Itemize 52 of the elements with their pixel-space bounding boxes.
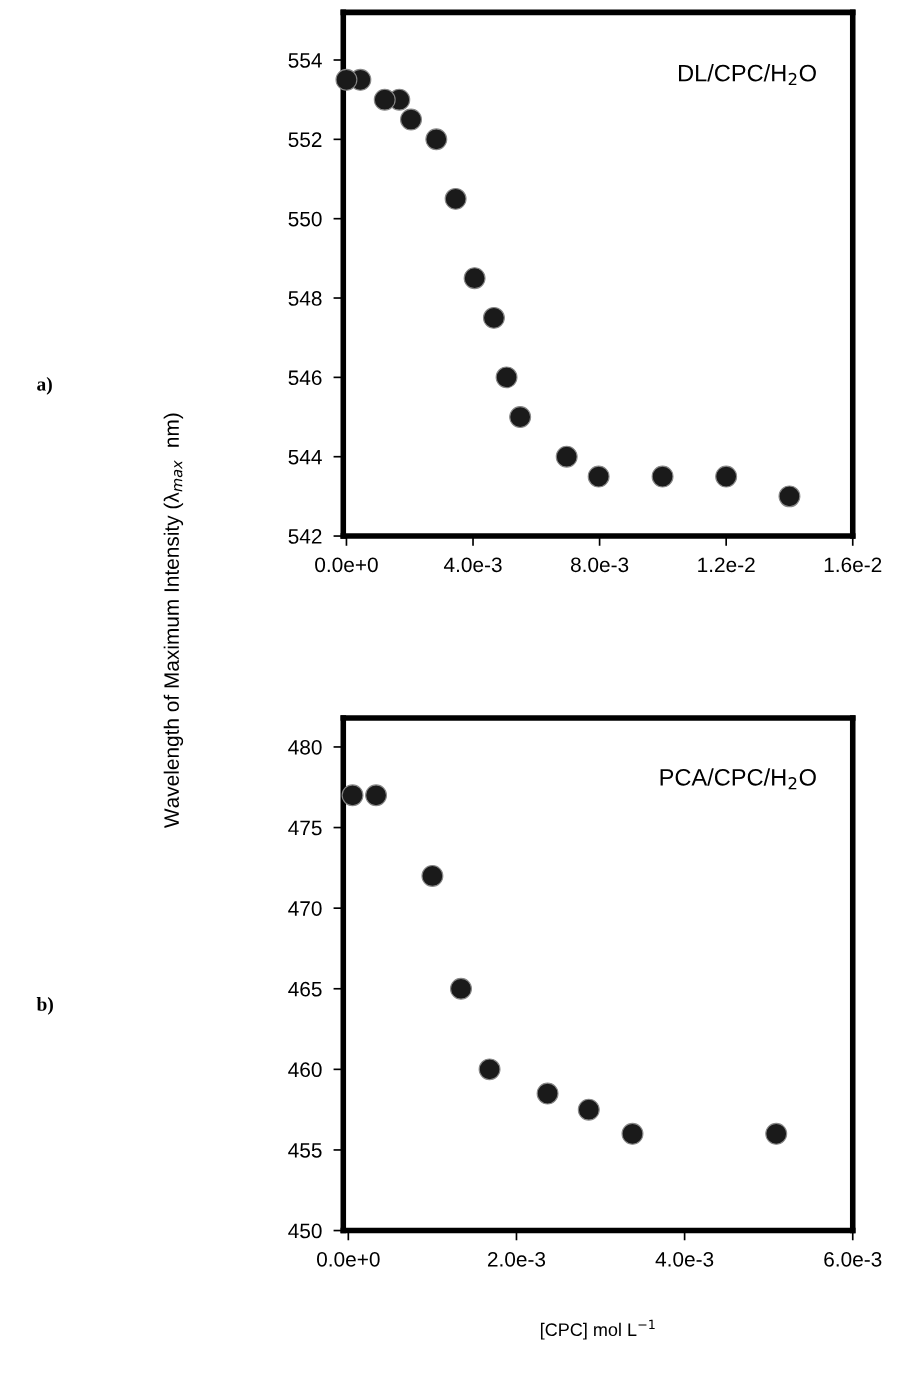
- point: [450, 977, 472, 1000]
- x-tick-label: 4.0e-3: [655, 1251, 714, 1267]
- point: [651, 465, 674, 488]
- point: [478, 1058, 501, 1081]
- point: [778, 485, 801, 508]
- y-tick-label: 470: [288, 901, 322, 916]
- point: [463, 267, 486, 290]
- point: [621, 1122, 644, 1145]
- point: [482, 306, 505, 329]
- x-tick-label: 8.0e-3: [570, 557, 629, 573]
- point: [509, 406, 532, 429]
- x-tick-label: 0.0e+0: [317, 1251, 380, 1267]
- y-tick-label: 554: [288, 53, 322, 68]
- y-tick-label: 460: [288, 1062, 322, 1078]
- x-tick-label: 1.2e-2: [698, 557, 755, 573]
- point: [587, 465, 610, 488]
- y-axis-title: Wavelength of Maximum Intensity (λ$_{max}$ nm): [163, 413, 184, 828]
- x-tick-label: 2.0e-3: [487, 1251, 546, 1267]
- text: a): [37, 377, 52, 395]
- point: [715, 465, 738, 488]
- point: [400, 108, 422, 131]
- y-tick-label: 542: [288, 529, 322, 544]
- x-tick-label: 4.0e-3: [443, 557, 502, 573]
- y-tick-label: 475: [288, 820, 322, 836]
- y-tick-label: 450: [288, 1223, 322, 1239]
- x-axis-title: [CPC] mol L$^{−1}$: [540, 1319, 655, 1340]
- point: [495, 366, 518, 389]
- annotation: PCA/CPC/H$_{2}$O: [660, 768, 816, 790]
- y-tick-label: 548: [288, 291, 322, 306]
- point: [373, 88, 396, 111]
- y-tick-label: 465: [288, 981, 322, 997]
- y-tick-label: 546: [288, 370, 322, 386]
- y-tick-label: 455: [288, 1143, 322, 1158]
- x-tick-label: 0.0e+0: [315, 557, 378, 573]
- point: [425, 128, 448, 151]
- x-tick-label: 1.6e-2: [824, 557, 882, 573]
- point: [555, 445, 578, 468]
- point: [536, 1082, 559, 1105]
- point: [765, 1122, 788, 1145]
- point: [365, 784, 388, 807]
- point: [335, 68, 358, 91]
- x-tick-label: 6.0e-3: [824, 1251, 882, 1267]
- annotation: DL/CPC/H$_{2}$O: [679, 64, 816, 86]
- point: [421, 864, 444, 887]
- point: [577, 1098, 600, 1121]
- text: b): [36, 997, 53, 1015]
- y-tick-label: 552: [288, 132, 322, 148]
- y-tick-label: 544: [288, 449, 322, 465]
- point: [341, 784, 364, 807]
- y-tick-label: 550: [288, 211, 322, 227]
- point: [444, 187, 467, 210]
- y-tick-label: 480: [288, 739, 322, 755]
